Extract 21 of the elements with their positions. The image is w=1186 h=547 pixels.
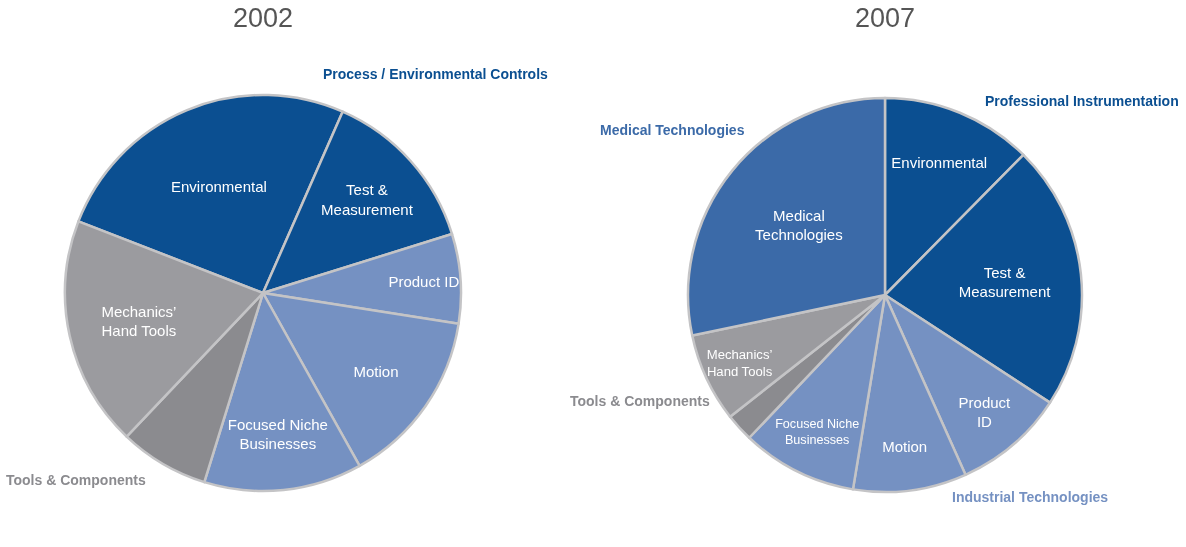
- slice-label: Mechanics’ Hand Tools: [101, 302, 177, 340]
- slice-label: Environmental: [891, 154, 988, 172]
- slice-label: Motion: [353, 363, 399, 381]
- slice-label: Mechanics’ Hand Tools: [706, 347, 773, 380]
- text: Industrial Technologies: [952, 489, 1109, 505]
- slice-label: Product ID: [958, 393, 1012, 431]
- slice-label: Medical Technologies: [755, 206, 843, 244]
- slice-label: Environmental: [170, 178, 267, 196]
- slice-label: Test & Measurement: [958, 263, 1052, 301]
- chart-title: 2002: [233, 3, 294, 33]
- slice-label: Motion: [882, 438, 928, 456]
- text: Tools & Components: [6, 472, 146, 488]
- text: Tools & Components: [570, 393, 710, 409]
- slice-label: Focused Niche Businesses: [227, 415, 328, 453]
- slice-label: Test & Measurement: [321, 181, 414, 218]
- slice-label: Focused Niche Businesses: [775, 416, 860, 448]
- text: Medical Technologies: [600, 122, 745, 138]
- slice-label: Product ID: [388, 272, 460, 290]
- text: Professional Instrumentation: [985, 93, 1179, 109]
- text: Process / Environmental Controls: [323, 66, 549, 82]
- chart-title: 2007: [855, 3, 916, 33]
